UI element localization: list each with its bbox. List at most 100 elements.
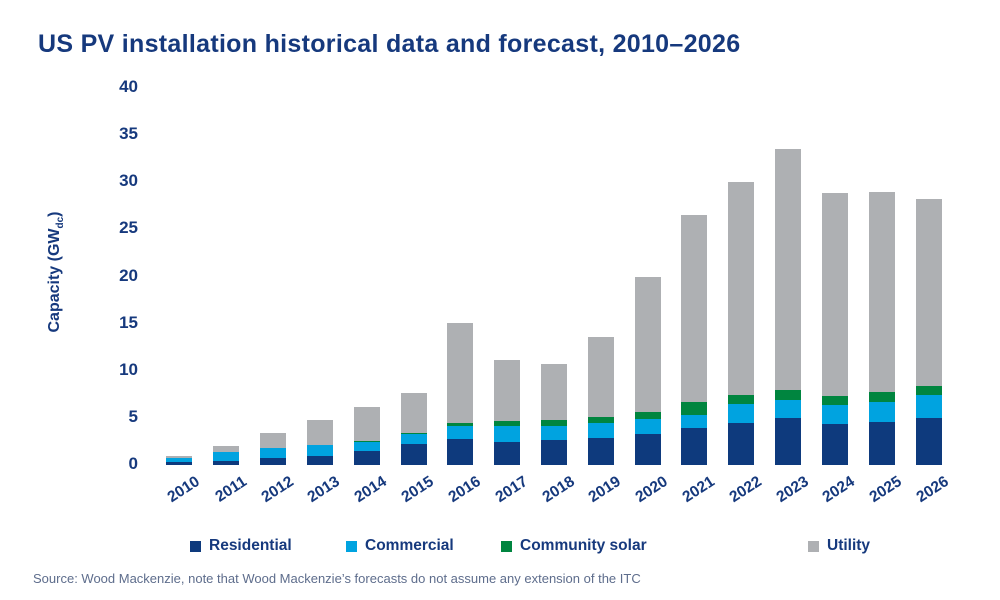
y-axis-title-main: Capacity (GW [46, 228, 63, 333]
bar-segment-2017-commercial [494, 426, 521, 443]
bar-2018 [541, 363, 567, 465]
bar-segment-2020-residential [634, 433, 661, 465]
bar-segment-2026-commercial [915, 395, 942, 418]
x-tick-2014: 2014 [351, 473, 390, 507]
x-tick-2018: 2018 [539, 473, 578, 507]
bar-segment-2017-utility [494, 360, 521, 422]
bar-2010 [166, 455, 193, 465]
bar-segment-2021-utility [681, 214, 708, 403]
bar-segment-2024-utility [821, 192, 848, 397]
legend-swatch-community-solar [501, 540, 512, 552]
bar-segment-2023-community-solar [775, 389, 802, 400]
bar-2016 [447, 322, 474, 465]
y-tick-40: 40 [119, 77, 138, 96]
bar-segment-2025-utility [868, 191, 895, 392]
x-tick-2026: 2026 [913, 473, 952, 507]
bar-segment-2012-residential [260, 457, 287, 465]
y-tick-30: 30 [119, 171, 138, 191]
y-tick-25: 25 [119, 218, 138, 238]
bar-segment-2015-commercial [400, 433, 427, 444]
bar-segment-2021-commercial [681, 414, 708, 429]
x-tick-2017: 2017 [492, 473, 531, 507]
bar-segment-2019-utility [587, 336, 614, 417]
y-tick-10: 10 [119, 359, 138, 379]
bar-segment-2012-utility [260, 432, 287, 448]
bar-segment-2022-community-solar [728, 394, 755, 405]
y-tick-20: 20 [119, 265, 138, 285]
bar-segment-2021-community-solar [681, 402, 708, 415]
bar-segment-2026-community-solar [915, 386, 942, 396]
x-tick-2015: 2015 [398, 473, 437, 507]
bar-segment-2014-community-solar [353, 441, 380, 443]
y-axis-title: Capacity (GWdc) [46, 211, 66, 333]
bar-segment-2020-commercial [634, 418, 661, 434]
x-tick-2022: 2022 [726, 473, 765, 507]
x-tick-2024: 2024 [820, 473, 859, 507]
bar-segment-2018-utility [541, 363, 567, 421]
bar-segment-2025-community-solar [868, 391, 895, 402]
legend-swatch-utility [808, 540, 819, 552]
legend-item-community-solar: Community solar [501, 537, 647, 555]
bar-segment-2010-commercial [166, 458, 193, 462]
source-note: Source: Wood Mackenzie, note that Wood M… [33, 571, 641, 586]
x-tick-2010: 2010 [164, 473, 203, 507]
legend-swatch-commercial [346, 540, 357, 552]
bar-segment-2022-commercial [728, 404, 755, 424]
bar-segment-2024-commercial [821, 405, 848, 424]
bar-segment-2014-utility [353, 406, 380, 442]
bar-2025 [868, 191, 895, 465]
legend-label: Utility [827, 537, 871, 554]
bar-2012 [260, 432, 287, 465]
bar-segment-2018-residential [541, 440, 567, 465]
bar-segment-2018-commercial [541, 425, 567, 441]
bar-segment-2017-residential [494, 442, 521, 465]
bar-segment-2011-commercial [213, 452, 240, 461]
bar-segment-2016-commercial [447, 426, 474, 439]
bar-segment-2023-utility [775, 149, 802, 390]
bar-segment-2018-community-solar [541, 420, 567, 426]
bar-segment-2013-utility [306, 419, 333, 445]
bar-segment-2024-residential [821, 424, 848, 465]
bar-2021 [681, 214, 708, 465]
legend-item-residential: Residential [190, 537, 292, 555]
x-tick-2019: 2019 [585, 473, 625, 507]
bar-segment-2019-commercial [587, 422, 614, 438]
legend-label: Residential [209, 537, 292, 554]
x-tick-2025: 2025 [866, 473, 906, 507]
bar-segment-2010-utility [166, 455, 193, 459]
bar-2015 [400, 393, 427, 465]
bar-2019 [587, 336, 614, 465]
legend-label: Community solar [520, 537, 647, 554]
legend-label: Commercial [365, 537, 454, 554]
bar-segment-2022-utility [728, 182, 755, 395]
bar-segment-2026-utility [915, 198, 942, 387]
bar-segment-2020-community-solar [634, 411, 661, 419]
bar-segment-2014-commercial [353, 442, 380, 452]
bar-segment-2010-residential [166, 461, 193, 465]
bar-segment-2026-residential [915, 417, 942, 465]
bar-segment-2025-commercial [868, 401, 895, 422]
bar-segment-2015-community-solar [400, 432, 427, 434]
bar-segment-2022-residential [728, 423, 755, 465]
bar-segment-2019-community-solar [587, 416, 614, 423]
bar-segment-2025-residential [868, 421, 895, 465]
y-axis-title-close: ) [46, 211, 63, 217]
bar-segment-2012-commercial [260, 447, 287, 458]
x-tick-2013: 2013 [304, 473, 344, 507]
bar-2020 [634, 277, 661, 465]
y-tick-35: 35 [119, 124, 138, 144]
bar-2011 [213, 446, 240, 465]
y-tick-0: 0 [128, 454, 138, 473]
bar-2024 [821, 192, 848, 465]
bar-segment-2011-utility [213, 446, 240, 453]
x-tick-2020: 2020 [632, 473, 671, 507]
legend-item-utility: Utility [808, 537, 870, 555]
x-tick-2016: 2016 [445, 473, 484, 507]
legend-item-commercial: Commercial [346, 537, 454, 555]
bar-segment-2013-commercial [306, 444, 333, 457]
bar-2017 [494, 360, 521, 465]
bar-segment-2011-residential [213, 460, 240, 465]
x-tick-2021: 2021 [679, 473, 718, 507]
bar-2014 [353, 406, 380, 465]
